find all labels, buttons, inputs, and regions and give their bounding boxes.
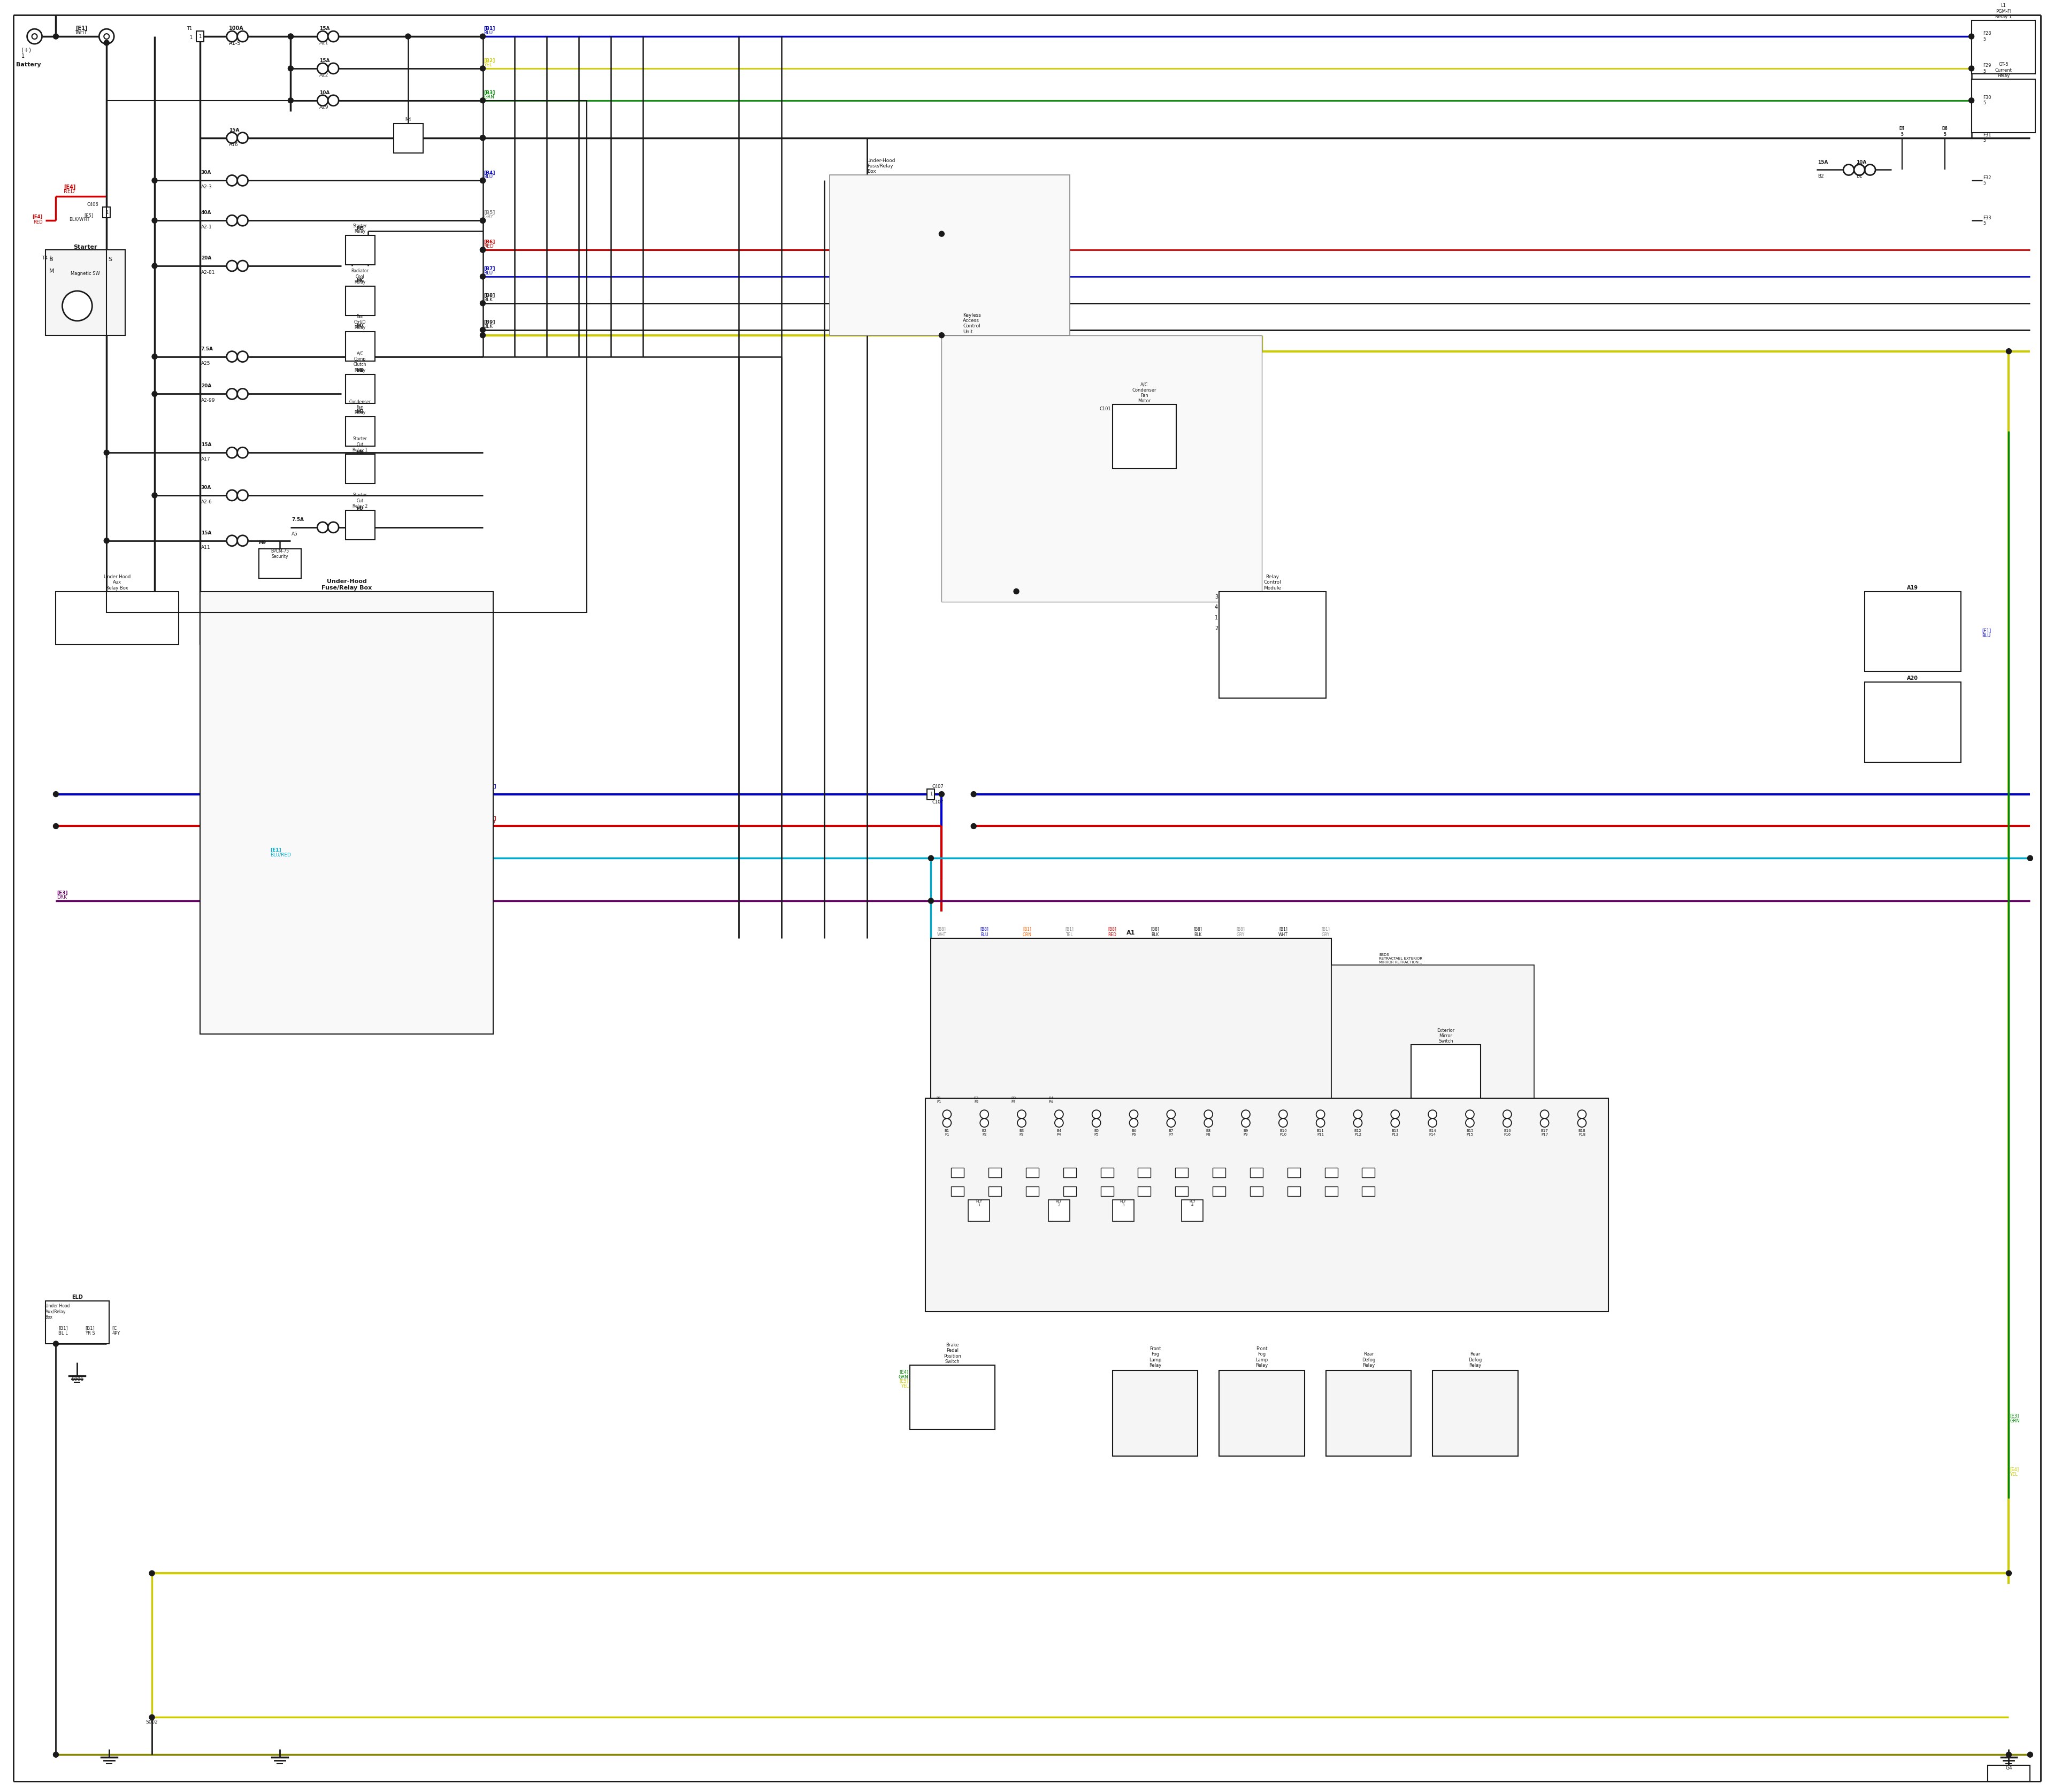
Circle shape (238, 448, 249, 459)
Bar (1331, 964, 1534, 1115)
Bar (345, 235, 376, 265)
Text: Keyless
Access
Control
Unit: Keyless Access Control Unit (963, 312, 982, 333)
Circle shape (1317, 1109, 1325, 1118)
Text: B2: B2 (1818, 174, 1824, 179)
Circle shape (53, 792, 60, 797)
Circle shape (53, 1340, 60, 1346)
Circle shape (481, 333, 485, 339)
Bar (345, 287, 376, 315)
Bar (988, 1168, 1002, 1177)
Text: A2-3: A2-3 (201, 185, 212, 190)
Bar (926, 1098, 1608, 1312)
Text: 15A: 15A (1818, 159, 1828, 165)
Circle shape (226, 389, 238, 400)
Text: WHT: WHT (76, 30, 88, 36)
Text: Rear
Defog
Relay: Rear Defog Relay (1362, 1351, 1376, 1367)
Circle shape (943, 1118, 951, 1127)
Text: BLK/WHT: BLK/WHT (70, 217, 90, 222)
Text: BLU: BLU (485, 174, 493, 179)
Circle shape (1855, 165, 1865, 176)
Circle shape (53, 1753, 60, 1758)
Text: BPCM-75
Security: BPCM-75 Security (271, 548, 290, 559)
Bar (1138, 1168, 1150, 1177)
Circle shape (1280, 1109, 1288, 1118)
Text: B6
P6: B6 P6 (1132, 1129, 1136, 1136)
Text: Under Hood
Aux/Relay
Box: Under Hood Aux/Relay Box (45, 1305, 70, 1319)
Text: M8: M8 (355, 367, 364, 373)
Text: F30
5: F30 5 (1984, 95, 1992, 106)
Bar (1325, 1186, 1337, 1195)
Circle shape (481, 99, 485, 104)
Circle shape (1241, 1109, 1251, 1118)
Circle shape (1865, 165, 1875, 176)
Text: A1: A1 (1128, 930, 1136, 935)
Text: F31
5: F31 5 (1984, 133, 1992, 143)
Text: 3: 3 (1214, 593, 1218, 599)
Text: B10
P10: B10 P10 (1280, 1129, 1286, 1136)
Bar (951, 1186, 963, 1195)
Circle shape (329, 63, 339, 73)
Bar (1064, 1168, 1076, 1177)
Text: BLU/RED: BLU/RED (271, 853, 292, 857)
Circle shape (150, 1715, 154, 1720)
Text: D7
5: D7 5 (1900, 127, 1904, 136)
Bar (345, 418, 376, 446)
Circle shape (1204, 1109, 1212, 1118)
Circle shape (1167, 1118, 1175, 1127)
Bar (1972, 20, 2036, 73)
Circle shape (152, 219, 158, 224)
Bar (1251, 1168, 1263, 1177)
Text: [E5]: [E5] (84, 213, 92, 217)
Bar (1113, 1371, 1197, 1455)
Text: B3
P3: B3 P3 (1011, 1097, 1017, 1104)
Text: B16
P16: B16 P16 (1504, 1129, 1512, 1136)
Text: B9
P9: B9 P9 (1243, 1129, 1249, 1136)
Text: F33
5: F33 5 (1984, 215, 1992, 226)
Circle shape (1130, 1109, 1138, 1118)
Circle shape (1056, 1118, 1064, 1127)
Text: 20A: 20A (201, 256, 212, 260)
Circle shape (928, 855, 935, 860)
Circle shape (1970, 34, 1974, 39)
Bar (1025, 1168, 1039, 1177)
Bar (345, 375, 376, 403)
Text: 1: 1 (1214, 615, 1218, 620)
Text: [B8]
BLU: [B8] BLU (980, 926, 988, 937)
Text: [B1]: [B1] (485, 27, 495, 30)
Bar (1175, 1168, 1187, 1177)
Text: 1: 1 (189, 36, 191, 39)
Text: Exterior
Mirror
Switch: Exterior Mirror Switch (1438, 1029, 1454, 1045)
Text: Front
Fog
Lamp
Relay: Front Fog Lamp Relay (1255, 1346, 1267, 1367)
Bar (1325, 1168, 1337, 1177)
Text: Starter
Relay: Starter Relay (353, 224, 368, 235)
Text: B2: B2 (1857, 174, 1863, 179)
Circle shape (1842, 165, 1855, 176)
Circle shape (152, 355, 158, 358)
Circle shape (226, 448, 238, 459)
Bar (107, 100, 587, 613)
Text: B15
P15: B15 P15 (1467, 1129, 1473, 1136)
Bar (1411, 1045, 1481, 1098)
Text: GRN: GRN (485, 95, 495, 99)
Text: B7
P7: B7 P7 (1169, 1129, 1173, 1136)
Text: F28
5: F28 5 (1984, 30, 1992, 41)
Circle shape (316, 521, 329, 532)
Circle shape (980, 1109, 988, 1118)
Text: [B1]
GRY: [B1] GRY (1321, 926, 1331, 937)
Circle shape (1354, 1118, 1362, 1127)
Text: A5: A5 (292, 532, 298, 536)
Text: M4: M4 (405, 116, 411, 122)
Text: 7.5A: 7.5A (201, 346, 214, 351)
Text: A22: A22 (320, 73, 329, 77)
Text: [E4]
GRN: [E4] GRN (898, 1369, 908, 1380)
Circle shape (1428, 1118, 1438, 1127)
Text: M: M (74, 303, 80, 310)
Bar (45, 249, 125, 335)
Bar (941, 335, 1261, 602)
Text: GT-5
Current
Relay: GT-5 Current Relay (1994, 63, 2013, 79)
Bar (394, 124, 423, 152)
Bar (930, 939, 1331, 1152)
Circle shape (53, 824, 60, 830)
Text: M5: M5 (355, 226, 364, 231)
Circle shape (939, 792, 945, 797)
